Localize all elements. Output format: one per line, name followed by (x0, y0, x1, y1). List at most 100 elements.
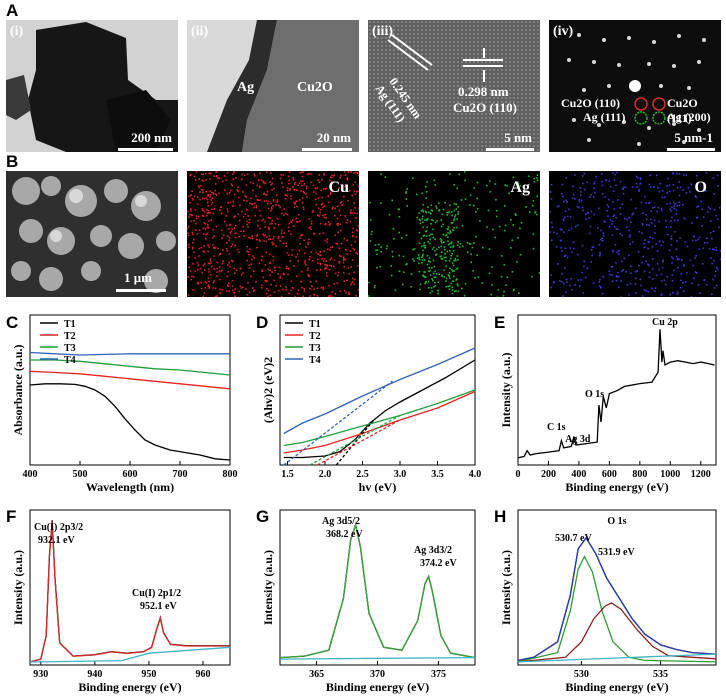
map-dot (248, 264, 251, 266)
map-dot (422, 244, 425, 247)
map-dot (213, 208, 215, 210)
map-dot (635, 292, 637, 294)
map-dot (612, 215, 614, 218)
map-dot (317, 253, 320, 255)
map-dot (453, 259, 455, 262)
scale-bar (486, 148, 534, 151)
map-dot (272, 238, 274, 240)
map-dot (266, 190, 269, 193)
map-dot (555, 246, 558, 248)
map-dot (418, 254, 420, 256)
map-dot (410, 286, 412, 288)
map-dot (322, 260, 325, 262)
map-dot (605, 179, 607, 181)
map-dot (455, 268, 458, 270)
map-dot (327, 295, 330, 297)
map-dot (658, 220, 660, 223)
map-dot (338, 254, 341, 257)
map-dot (648, 224, 650, 226)
map-dot (317, 207, 320, 209)
map-dot (673, 219, 676, 222)
map-dot (232, 260, 234, 263)
map-dot (679, 237, 681, 239)
map-dot (557, 205, 560, 207)
map-dot (617, 199, 619, 201)
map-dot (242, 191, 244, 193)
map-dot (336, 243, 338, 245)
map-dot (281, 229, 283, 232)
map-dot (307, 273, 309, 276)
map-dot (653, 206, 656, 208)
map-dot (229, 231, 232, 234)
map-dot (197, 264, 199, 266)
map-dot (256, 246, 258, 249)
map-dot (563, 231, 565, 234)
map-dot (286, 195, 288, 197)
map-dot (339, 214, 342, 216)
map-dot (211, 197, 214, 200)
map-dot (279, 206, 281, 208)
map-dot (231, 285, 234, 287)
map-dot (453, 219, 455, 222)
map-dot (290, 233, 292, 235)
map-dot (719, 258, 721, 261)
map-dot (227, 285, 230, 287)
map-dot (335, 242, 337, 245)
map-dot (288, 222, 290, 225)
map-dot (593, 182, 595, 185)
map-dot (354, 181, 356, 184)
map-dot (568, 229, 570, 232)
map-dot (434, 270, 436, 273)
map-dot (291, 249, 294, 251)
map-dot (578, 206, 580, 209)
chart-h-title: O 1s (607, 516, 626, 527)
map-dot (352, 277, 354, 280)
map-dot (275, 285, 277, 287)
map-dot (192, 199, 194, 201)
map-dot (272, 177, 274, 180)
map-dot (293, 206, 296, 209)
map-dot (203, 263, 206, 265)
map-dot (394, 289, 397, 291)
map-dot (440, 225, 443, 228)
map-dot (448, 274, 450, 276)
map-dot (649, 218, 652, 221)
map-dot (434, 285, 437, 287)
map-dot (668, 249, 671, 252)
x-tick-label: 530 (574, 669, 589, 680)
map-dot (268, 228, 270, 230)
map-dot (297, 260, 299, 262)
map-dot (443, 276, 446, 278)
map-dot (270, 283, 272, 286)
map-dot (581, 175, 584, 177)
map-dot (630, 272, 632, 274)
map-dot (282, 272, 285, 275)
map-dot (339, 176, 341, 179)
map-dot (512, 289, 515, 292)
map-dot (241, 173, 243, 176)
map-dot (436, 248, 438, 251)
map-dot (344, 258, 346, 261)
map-dot (571, 251, 573, 254)
map-dot (426, 218, 429, 221)
map-dot (373, 286, 376, 289)
saed-panel-a-iv: (iv) Cu2O (110) Cu2O (111) Ag (111) Ag (… (549, 20, 721, 152)
map-dot (561, 273, 563, 275)
map-dot (495, 209, 498, 212)
map-dot (475, 211, 477, 213)
map-dot (643, 243, 646, 245)
map-dot (232, 289, 234, 291)
scale-label: 200 nm (131, 130, 172, 145)
map-dot (649, 186, 652, 188)
map-dot (218, 270, 221, 272)
map-dot (293, 265, 295, 267)
map-dot (609, 218, 612, 221)
map-dot (201, 208, 203, 210)
map-dot (272, 243, 275, 245)
map-dot (256, 184, 258, 187)
map-dot (623, 186, 625, 188)
map-dot (440, 239, 443, 241)
map-dot (660, 207, 663, 210)
map-dot (669, 220, 672, 222)
